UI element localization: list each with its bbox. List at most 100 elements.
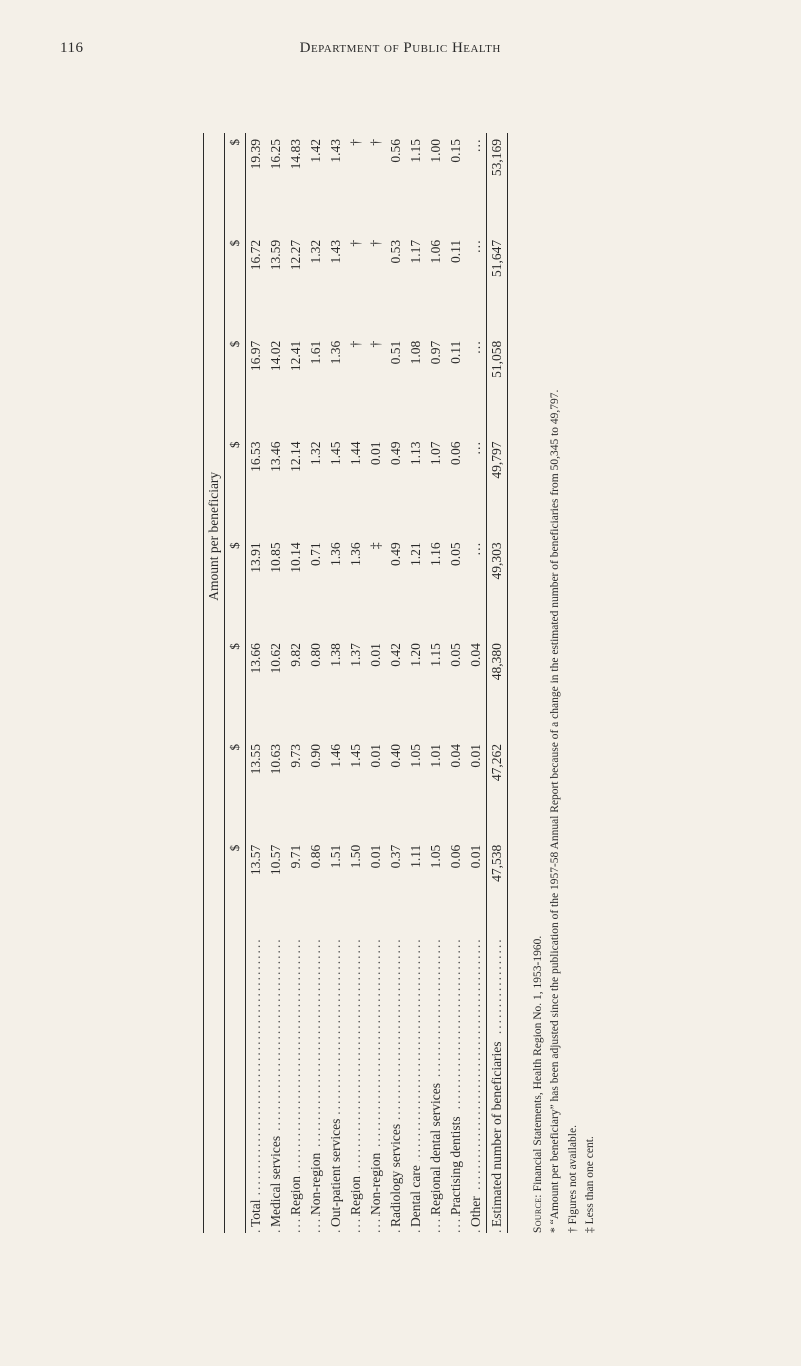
data-cell: 0.80 (306, 637, 326, 738)
data-cell: … (466, 335, 487, 436)
data-cell: 0.04 (446, 738, 466, 839)
data-cell: 0.40 (386, 738, 406, 839)
data-cell: 1.05 (406, 738, 426, 839)
data-cell: 0.11 (446, 335, 466, 436)
data-cell: 0.01 (366, 436, 386, 537)
row-label: Region (286, 940, 306, 1233)
data-cell: 13.66 (245, 637, 266, 738)
col-currency: $ (224, 536, 245, 637)
footnote-star: * “Amount per beneficiary” has been adju… (547, 133, 564, 1233)
data-cell: 14.02 (266, 335, 286, 436)
data-cell: 1.15 (406, 133, 426, 234)
data-cell: 0.53 (386, 234, 406, 335)
table-row: Non-region0.010.010.01‡0.01††† (366, 133, 386, 1233)
data-cell: † (346, 133, 366, 234)
table-spanner: Amount per beneficiary (203, 133, 224, 940)
data-cell: 1.32 (306, 234, 326, 335)
data-cell: 10.62 (266, 637, 286, 738)
data-cell: 0.56 (386, 133, 406, 234)
row-label: Non-region (366, 940, 386, 1233)
data-cell: 1.37 (346, 637, 366, 738)
data-cell: 10.57 (266, 839, 286, 940)
data-cell: 1.46 (326, 738, 346, 839)
col-currency: $ (224, 738, 245, 839)
rotated-table-block: Amount per beneficiary $ $ $ $ $ $ $ $ T… (203, 133, 599, 1233)
data-cell: 9.82 (286, 637, 306, 738)
data-cell: … (466, 436, 487, 537)
data-cell: 1.00 (426, 133, 446, 234)
data-cell: † (366, 335, 386, 436)
data-cell: 1.13 (406, 436, 426, 537)
data-cell: † (366, 133, 386, 234)
data-cell: 13.57 (245, 839, 266, 940)
data-cell: 1.36 (346, 536, 366, 637)
data-cell: 1.36 (326, 335, 346, 436)
currency-header-row: $ $ $ $ $ $ $ $ (224, 133, 245, 1233)
data-cell: 1.44 (346, 436, 366, 537)
data-cell: 1.43 (326, 234, 346, 335)
data-cell: 12.27 (286, 234, 306, 335)
data-cell: 0.06 (446, 436, 466, 537)
data-cell: 1.43 (326, 133, 346, 234)
data-cell: 0.97 (426, 335, 446, 436)
data-cell: 1.61 (306, 335, 326, 436)
totals-cell: 49,303 (486, 536, 507, 637)
table-row: Out-patient services1.511.461.381.361.45… (326, 133, 346, 1233)
data-cell: 0.11 (446, 234, 466, 335)
row-label: Medical services (266, 940, 286, 1233)
data-cell: 1.08 (406, 335, 426, 436)
totals-cell: 51,058 (486, 335, 507, 436)
data-cell: 16.53 (245, 436, 266, 537)
data-cell: 1.42 (306, 133, 326, 234)
data-cell: † (346, 234, 366, 335)
data-cell: 0.42 (386, 637, 406, 738)
row-label: Total (245, 940, 266, 1233)
data-cell: 1.20 (406, 637, 426, 738)
footnotes: Source: Financial Statements, Health Reg… (530, 133, 599, 1233)
data-cell: … (466, 536, 487, 637)
data-cell: 16.97 (245, 335, 266, 436)
source-label: Source: (532, 1194, 544, 1233)
data-cell: 0.05 (446, 637, 466, 738)
data-cell: 13.59 (266, 234, 286, 335)
data-cell: 12.14 (286, 436, 306, 537)
col-currency: $ (224, 839, 245, 940)
row-label: Practising dentists (446, 940, 466, 1233)
totals-row: Estimated number of beneficiaries 47,538… (486, 133, 507, 1233)
data-cell: 12.41 (286, 335, 306, 436)
col-currency: $ (224, 133, 245, 234)
data-cell: 1.05 (426, 839, 446, 940)
source-text: Financial Statements, Health Region No. … (532, 936, 544, 1192)
data-cell: 0.06 (446, 839, 466, 940)
row-label: Non-region (306, 940, 326, 1233)
data-cell: 9.73 (286, 738, 306, 839)
table-row: Total13.5713.5513.6613.9116.5316.9716.72… (245, 133, 266, 1233)
data-cell: 0.05 (446, 536, 466, 637)
table-row: Medical services10.5710.6310.6210.8513.4… (266, 133, 286, 1233)
data-cell: 0.15 (446, 133, 466, 234)
data-cell: 0.51 (386, 335, 406, 436)
col-currency: $ (224, 335, 245, 436)
data-cell: 1.17 (406, 234, 426, 335)
table-row: Regional dental services1.051.011.151.16… (426, 133, 446, 1233)
row-label: Radiology services (386, 940, 406, 1233)
footnote-ddagger: ‡ Less than one cent. (581, 133, 598, 1233)
running-title: Department of Public Health (83, 40, 717, 57)
data-cell: 1.21 (406, 536, 426, 637)
data-cell: 14.83 (286, 133, 306, 234)
table-row: Other0.010.010.04…………… (466, 133, 487, 1233)
table-row: Practising dentists0.060.040.050.050.060… (446, 133, 466, 1233)
data-cell: 1.16 (426, 536, 446, 637)
data-cell: 10.14 (286, 536, 306, 637)
table-row: Dental care1.111.051.201.211.131.081.171… (406, 133, 426, 1233)
data-cell: 16.25 (266, 133, 286, 234)
data-cell: 0.01 (366, 839, 386, 940)
table-row: Region1.501.451.371.361.44††† (346, 133, 366, 1233)
table-row: Non-region0.860.900.800.711.321.611.321.… (306, 133, 326, 1233)
data-cell: 0.86 (306, 839, 326, 940)
data-cell: 1.11 (406, 839, 426, 940)
beneficiary-table: Amount per beneficiary $ $ $ $ $ $ $ $ T… (203, 133, 508, 1233)
data-cell: 0.90 (306, 738, 326, 839)
data-cell: 1.32 (306, 436, 326, 537)
data-cell: 0.04 (466, 637, 487, 738)
